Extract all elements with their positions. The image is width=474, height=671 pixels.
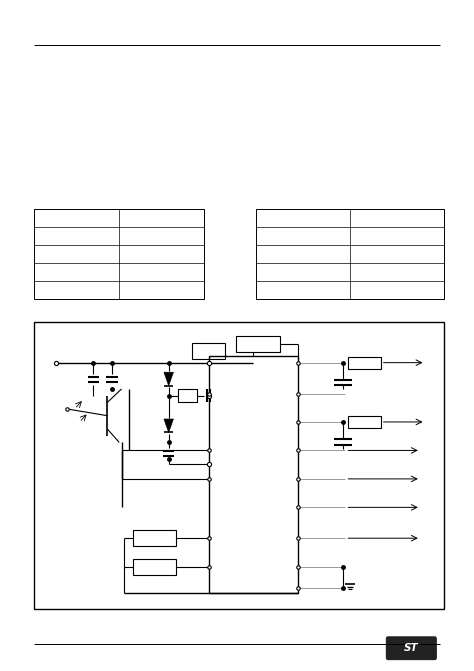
Bar — [35, 209, 204, 299]
Bar — [192, 343, 225, 360]
Bar — [236, 336, 280, 352]
Bar — [35, 322, 444, 609]
Polygon shape — [164, 419, 173, 432]
Text: ST: ST — [404, 643, 419, 654]
Bar — [209, 356, 298, 592]
Bar — [133, 530, 176, 546]
Polygon shape — [164, 372, 173, 386]
Bar — [256, 209, 444, 299]
Bar — [178, 389, 197, 403]
Bar — [348, 416, 381, 428]
FancyBboxPatch shape — [386, 637, 437, 660]
Bar — [348, 357, 381, 368]
Bar — [133, 559, 176, 574]
